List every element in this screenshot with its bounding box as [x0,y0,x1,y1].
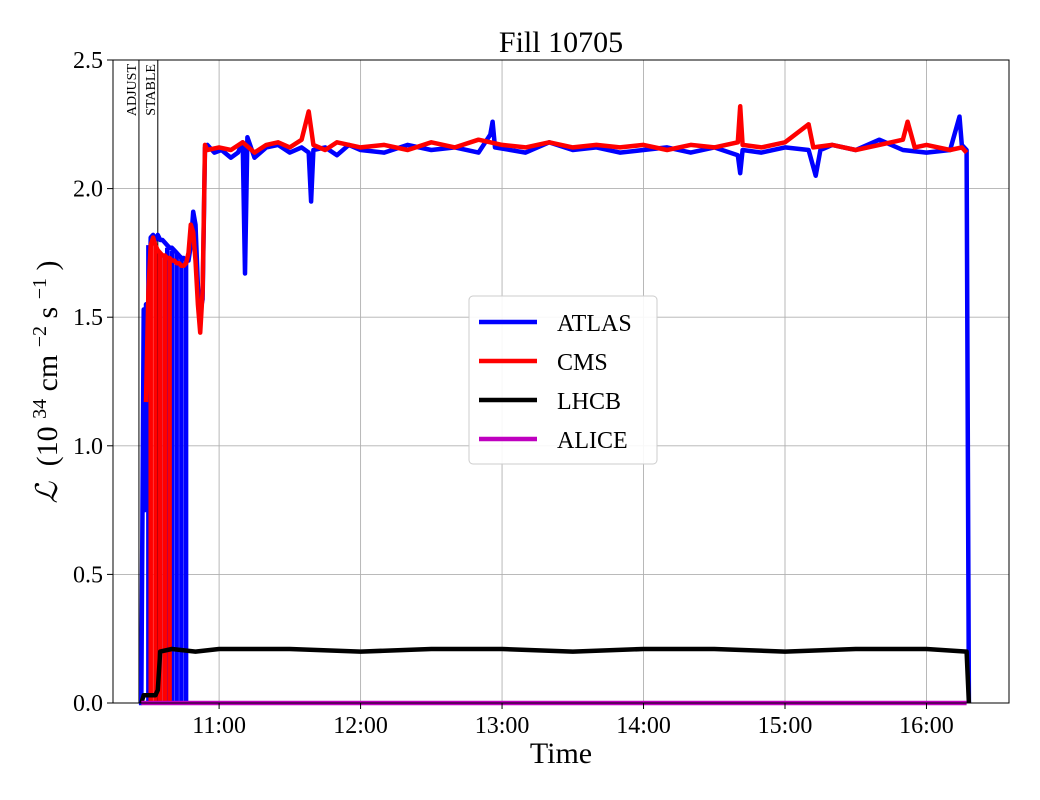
y-axis-label-open: (10 [31,426,64,466]
y-tick-label: 1.5 [73,305,103,331]
legend-label: ALICE [557,428,628,454]
y-axis-label-close: ) [31,260,64,270]
series-line [138,114,972,706]
legend: ATLAS CMS LHCB ALICE [468,295,658,465]
plot-frame [112,59,1010,704]
y-axis-label: ℒ (10 34 cm −2 s −1 ) [29,260,64,503]
series-lhcb [139,646,972,704]
legend-label: CMS [557,350,608,376]
y-axis-label-s: s [31,307,64,319]
y-axis-label-expm1: −1 [29,278,51,299]
x-tick-label: 13:00 [475,713,530,739]
x-tick-label: 15:00 [758,713,813,739]
y-axis-ticks: 0.0 0.5 1.0 1.5 2.0 2.5 [73,48,113,717]
series-cms [143,104,969,703]
y-tick-label: 2.5 [73,48,103,74]
chart-title: Fill 10705 [499,26,623,59]
series-line [143,104,969,403]
y-axis-label-exp34: 34 [29,399,51,419]
x-axis-ticks: 11:00 12:00 13:00 14:00 15:00 16:00 [192,703,954,739]
legend-box [468,295,658,465]
x-tick-label: 16:00 [899,713,954,739]
series-line [139,646,972,704]
y-tick-label: 0.5 [73,562,103,588]
legend-label: ATLAS [557,311,632,337]
y-tick-label: 1.0 [73,434,103,460]
x-tick-label: 11:00 [192,713,246,739]
y-axis-label-cm: cm [31,355,64,392]
series-layer [138,104,972,706]
y-tick-label: 0.0 [73,691,103,717]
y-axis-label-expm2: −2 [29,326,51,347]
phase-marker-label: ADJUST [125,64,140,117]
phase-markers: ADJUST STABLE [125,60,159,703]
phase-marker-label: STABLE [144,64,159,116]
y-axis-label-symbol: ℒ [31,481,64,504]
y-tick-label: 2.0 [73,177,103,203]
legend-label: LHCB [557,389,621,415]
x-tick-label: 14:00 [616,713,671,739]
x-tick-label: 12:00 [333,713,388,739]
x-axis-label: Time [530,737,592,770]
